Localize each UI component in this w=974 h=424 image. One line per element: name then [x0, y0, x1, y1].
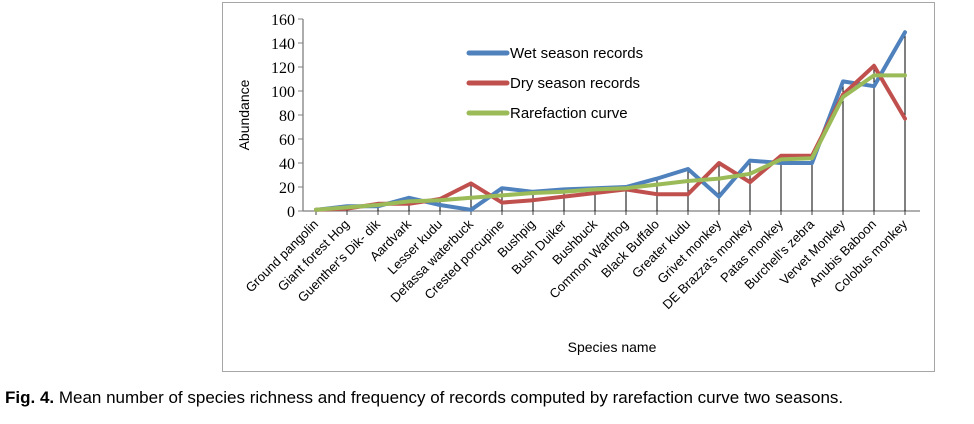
y-tick-label: 20	[279, 180, 295, 197]
y-tick-label: 100	[271, 84, 295, 101]
y-tick-label: 140	[271, 36, 295, 53]
figure-caption-label: Fig. 4.	[5, 388, 55, 407]
legend-label-dry-season-records: Dry season records	[510, 75, 640, 92]
y-axis-title: Abundance	[236, 79, 252, 150]
series-line-rarefaction-curve	[314, 73, 907, 212]
y-tick-label: 160	[271, 12, 295, 29]
legend-label-wet-season-records: Wet season records	[510, 45, 643, 62]
figure-caption: Fig. 4. Mean number of species richness …	[5, 387, 969, 409]
x-axis-title: Species name	[568, 339, 657, 355]
line-chart: 0 20 40 60 80 100 120 140 160 Wet season records D…	[236, 12, 920, 355]
y-tick-label: 0	[287, 204, 295, 221]
legend-label-rarefaction-curve: Rarefaction curve	[510, 105, 628, 122]
y-tick-label: 60	[279, 132, 295, 149]
y-tick-label: 120	[271, 60, 295, 77]
y-tick-label: 80	[279, 108, 295, 125]
chart-container: 0 20 40 60 80 100 120 140 160 Wet season records D…	[222, 2, 935, 372]
y-tick-label: 40	[279, 156, 295, 173]
figure-caption-text: Mean number of species richness and freq…	[58, 388, 844, 407]
